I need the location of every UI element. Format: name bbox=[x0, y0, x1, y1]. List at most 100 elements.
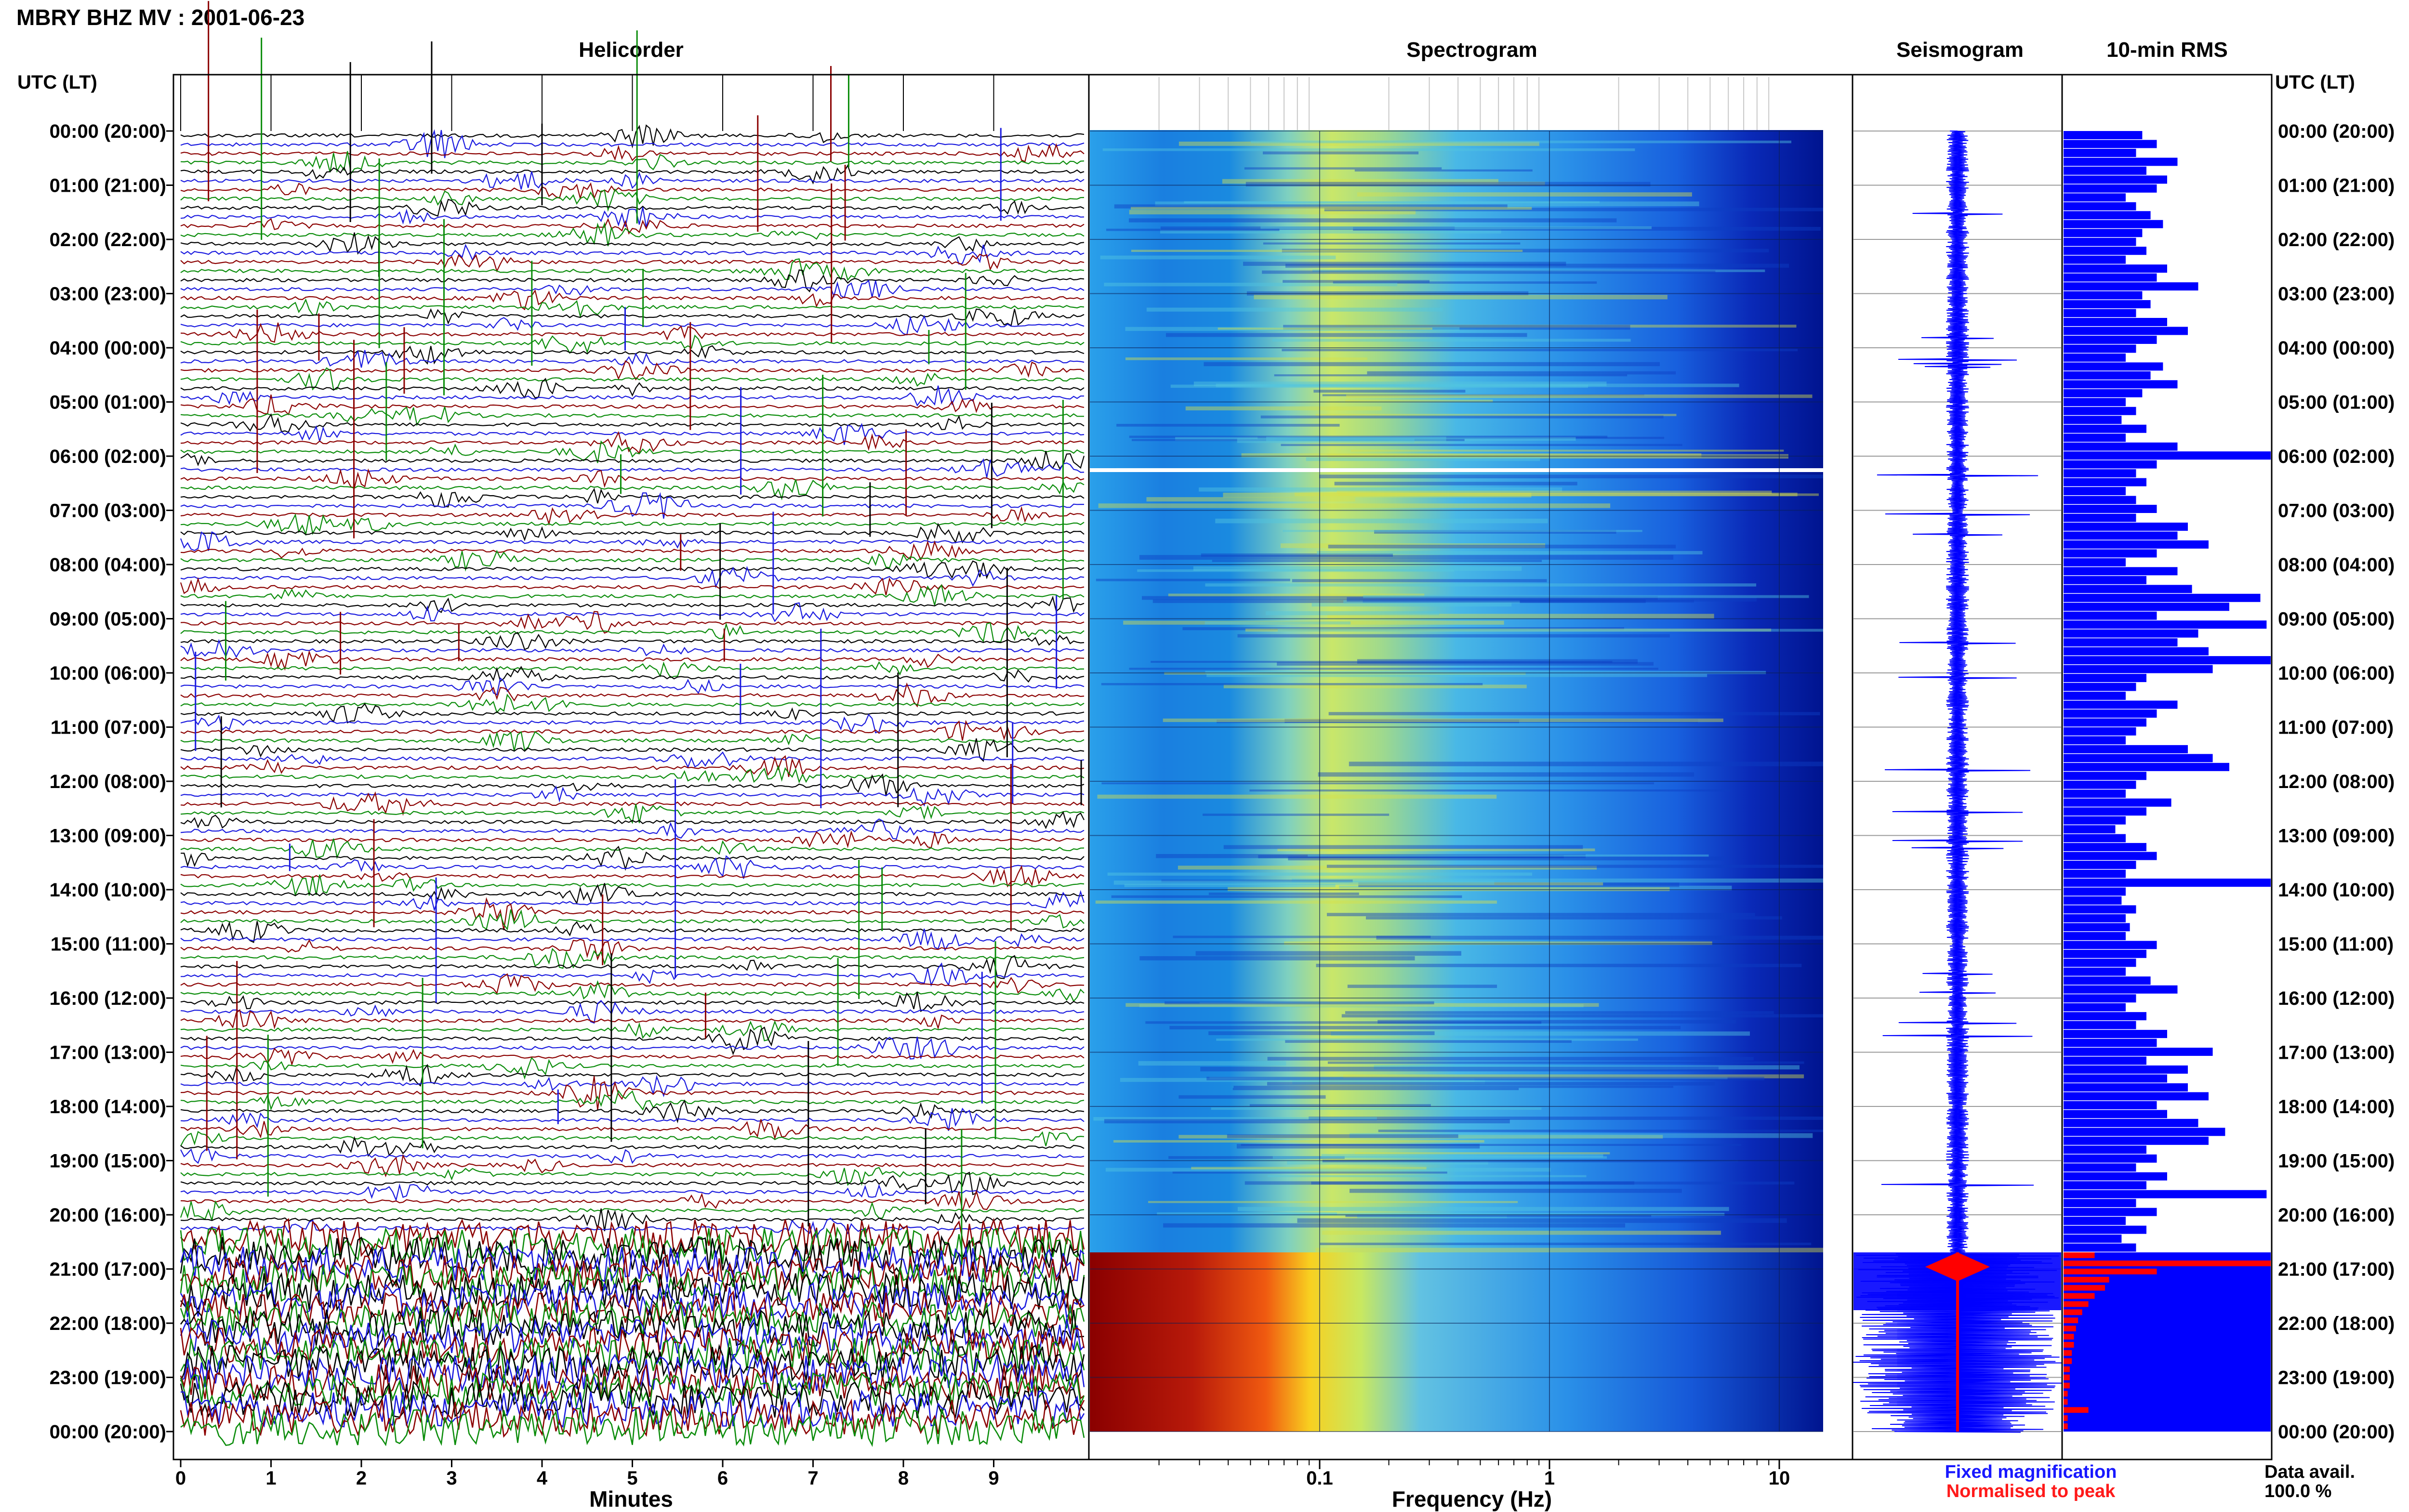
helicorder-trace-line bbox=[180, 602, 1085, 622]
frequency-axis-label: Frequency (Hz) bbox=[1392, 1486, 1552, 1512]
minutes-axis-label: Minutes bbox=[589, 1486, 673, 1512]
helicorder-trace-line bbox=[180, 909, 1085, 931]
rms-bar bbox=[2064, 549, 2157, 558]
minute-tick-label: 4 bbox=[537, 1468, 548, 1489]
spectrogram-streak bbox=[1191, 1167, 1427, 1170]
spectrogram-streak bbox=[1350, 449, 1784, 452]
rms-bar bbox=[2064, 1154, 2157, 1163]
rms-normalised-bar bbox=[2064, 1350, 2072, 1356]
spectrogram-streak bbox=[1322, 394, 1644, 396]
helicorder-trace-line bbox=[180, 308, 1085, 327]
helicorder-trace-line bbox=[180, 631, 1085, 650]
spectrogram-streak bbox=[1282, 249, 1769, 252]
rms-bar bbox=[2064, 131, 2143, 139]
minute-tick-label: 1 bbox=[265, 1468, 276, 1489]
rms-bar bbox=[2064, 451, 2271, 460]
spectrogram-streak bbox=[1185, 406, 1382, 410]
helicorder-trace-line bbox=[180, 367, 1085, 391]
rms-bar bbox=[2064, 1065, 2188, 1074]
helicorder-trace-line bbox=[180, 1064, 1085, 1087]
spectrogram-streak bbox=[1277, 662, 1654, 666]
spectrogram-streak bbox=[1193, 566, 1522, 571]
rms-bar bbox=[2064, 531, 2178, 540]
rms-bar bbox=[2064, 380, 2178, 389]
rms-frame bbox=[2061, 74, 2273, 1460]
rms-normalised-bar bbox=[2064, 1268, 2157, 1275]
utc-axis-label-right: UTC (LT) bbox=[2275, 72, 2355, 93]
spectrogram-streak bbox=[1310, 182, 1545, 185]
spectrogram-streak bbox=[1170, 384, 1588, 388]
helicorder-trace-line bbox=[180, 1308, 1085, 1348]
hour-gridlines bbox=[1090, 131, 2061, 1432]
spectrogram-streak bbox=[1105, 1168, 1551, 1172]
spectrogram-streak bbox=[1283, 530, 1642, 532]
spectrogram-streak bbox=[1156, 854, 1586, 858]
helicorder-trace-line bbox=[180, 1262, 1085, 1302]
spectrogram-streak bbox=[1227, 1134, 1458, 1138]
helicorder-trace-line bbox=[180, 431, 1085, 455]
spectrogram-streak bbox=[1266, 436, 1446, 442]
utc-tick-right: 22:00 (18:00) bbox=[2278, 1313, 2395, 1334]
utc-tick-left: 04:00 (00:00) bbox=[50, 338, 166, 359]
utc-tick-left: 08:00 (04:00) bbox=[50, 554, 166, 576]
helicorder-trace-line bbox=[180, 1218, 1085, 1257]
rms-bar bbox=[2064, 861, 2136, 869]
helicorder-traces bbox=[180, 1, 1085, 1447]
helicorder-trace-line bbox=[180, 164, 1085, 184]
helicorder-trace-line bbox=[180, 171, 1085, 190]
helicorder-trace-line bbox=[180, 755, 1085, 777]
rms-bar bbox=[2064, 140, 2157, 148]
rms-bar bbox=[2064, 959, 2136, 967]
spectrogram-streak bbox=[1345, 1011, 1774, 1014]
utc-ticks-left: 00:00 (20:00) 01:00 (21:00) 02:00 (22:00) 0… bbox=[50, 121, 173, 1443]
utc-tick-left: 15:00 (11:00) bbox=[51, 934, 166, 955]
helicorder-trace-line bbox=[180, 1183, 1085, 1202]
helicorder-trace-line bbox=[180, 855, 1085, 879]
spectrogram-streak bbox=[1212, 560, 1542, 562]
spectrogram-streak bbox=[1216, 1039, 1638, 1041]
spectrogram-streak bbox=[1139, 1004, 1584, 1008]
spectrogram-streak bbox=[1357, 659, 1638, 664]
spectrogram-streak bbox=[1374, 1065, 1800, 1070]
helicorder-trace-line bbox=[180, 773, 1085, 796]
helicorder-trace-line bbox=[180, 458, 1085, 478]
rms-bar bbox=[2064, 1056, 2146, 1065]
spectrogram-streak bbox=[1260, 415, 1664, 419]
utc-tick-left: 23:00 (19:00) bbox=[50, 1367, 166, 1389]
spectrogram-streak bbox=[1157, 1212, 1337, 1215]
helicorder-trace-line bbox=[180, 378, 1085, 399]
rms-bar bbox=[2064, 834, 2126, 842]
utc-tick-right: 23:00 (19:00) bbox=[2278, 1367, 2395, 1389]
helicorder-trace-line bbox=[180, 1099, 1085, 1124]
rms-bar bbox=[2064, 1110, 2167, 1118]
spectrogram-streak bbox=[1366, 916, 1782, 920]
spectrogram-streak bbox=[1184, 201, 1600, 203]
rms-bar bbox=[2064, 816, 2126, 825]
spectrogram-streak bbox=[1100, 255, 1336, 260]
spectrogram-streak bbox=[1204, 362, 1660, 367]
helicorder-trace-line bbox=[180, 1020, 1085, 1041]
helicorder-trace-line bbox=[180, 921, 1085, 943]
utc-tick-right: 17:00 (13:00) bbox=[2278, 1042, 2395, 1064]
helicorder-trace-line bbox=[180, 1200, 1085, 1221]
rms-bar bbox=[2064, 1136, 2209, 1145]
rms-bar bbox=[2064, 460, 2157, 469]
rms-bar bbox=[2064, 718, 2146, 727]
spectrogram-streak bbox=[1178, 866, 1597, 870]
spectrogram-streak bbox=[1363, 600, 1694, 603]
rms-normalised-bar bbox=[2064, 1366, 2070, 1372]
rms-bar bbox=[2064, 166, 2146, 175]
spectrogram-streak bbox=[1311, 603, 1512, 607]
spectrogram-streak bbox=[1113, 1140, 1484, 1143]
spectrogram-streak bbox=[1378, 1130, 1823, 1132]
spectrogram-streak bbox=[1343, 600, 1520, 604]
rms-bar bbox=[2064, 220, 2163, 228]
minute-tick-label: 8 bbox=[898, 1468, 909, 1489]
utc-tick-right: 19:00 (15:00) bbox=[2278, 1151, 2395, 1172]
helicorder-trace-line bbox=[180, 897, 1085, 931]
helicorder-trace-line bbox=[180, 1076, 1085, 1110]
rms-bar bbox=[2064, 469, 2136, 478]
spectrogram-streak bbox=[1131, 250, 1523, 252]
spectrogram-streak bbox=[1249, 1104, 1431, 1107]
rms-title: 10-min RMS bbox=[2106, 38, 2228, 62]
